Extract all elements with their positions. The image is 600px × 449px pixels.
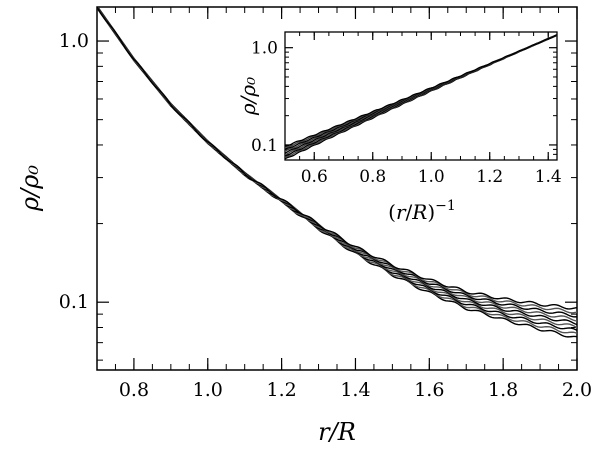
x-tick-label: 0.8 bbox=[119, 379, 149, 401]
inset-y-axis-title: ρ/ρ₀ bbox=[236, 77, 260, 116]
x-tick-label: 1.2 bbox=[267, 379, 297, 401]
x-tick-label: 1.4 bbox=[535, 167, 562, 187]
x-tick-label: 1.0 bbox=[193, 379, 223, 401]
y-tick-label: 1.0 bbox=[251, 39, 278, 59]
inset-tick-label-group: 0.6 0.8 1.0 1.2 1.4 0.1 1.0 bbox=[251, 39, 562, 187]
inset-plot-frame bbox=[284, 31, 558, 161]
x-tick-label: 0.8 bbox=[359, 167, 386, 187]
inset-profile-curve bbox=[285, 34, 557, 147]
inset-curve-bundle bbox=[285, 34, 557, 160]
inset-tick-group bbox=[284, 32, 557, 161]
y-tick-label: 0.1 bbox=[59, 291, 89, 313]
inset-x-axis-title: (r/R)−1 bbox=[388, 198, 456, 224]
x-tick-label: 1.0 bbox=[418, 167, 445, 187]
x-tick-label: 1.4 bbox=[340, 379, 370, 401]
x-tick-label: 2.0 bbox=[562, 379, 592, 401]
x-tick-label: 1.2 bbox=[476, 167, 503, 187]
inset-plot-panel: 0.6 0.8 1.0 1.2 1.4 0.1 1.0 (r/R)−1 ρ/ρ₀ bbox=[236, 31, 562, 224]
main-profile-curve bbox=[97, 7, 577, 310]
main-plot-panel: 0.8 1.0 1.2 1.4 1.6 1.8 2.0 0.1 1.0 r/R ρ/ρ₀ bbox=[16, 6, 592, 446]
main-y-axis-title: ρ/ρ₀ bbox=[16, 165, 44, 212]
main-tick-label-group: 0.8 1.0 1.2 1.4 1.6 1.8 2.0 0.1 1.0 bbox=[59, 30, 592, 401]
main-x-axis-title: r/R bbox=[318, 418, 356, 446]
main-tick-group bbox=[96, 7, 578, 370]
x-tick-label: 1.6 bbox=[414, 379, 444, 401]
x-tick-label: 1.8 bbox=[488, 379, 518, 401]
x-tick-label: 0.6 bbox=[301, 167, 328, 187]
y-tick-label: 0.1 bbox=[251, 136, 278, 156]
y-tick-label: 1.0 bbox=[59, 30, 89, 52]
main-curve-bundle bbox=[97, 7, 577, 338]
